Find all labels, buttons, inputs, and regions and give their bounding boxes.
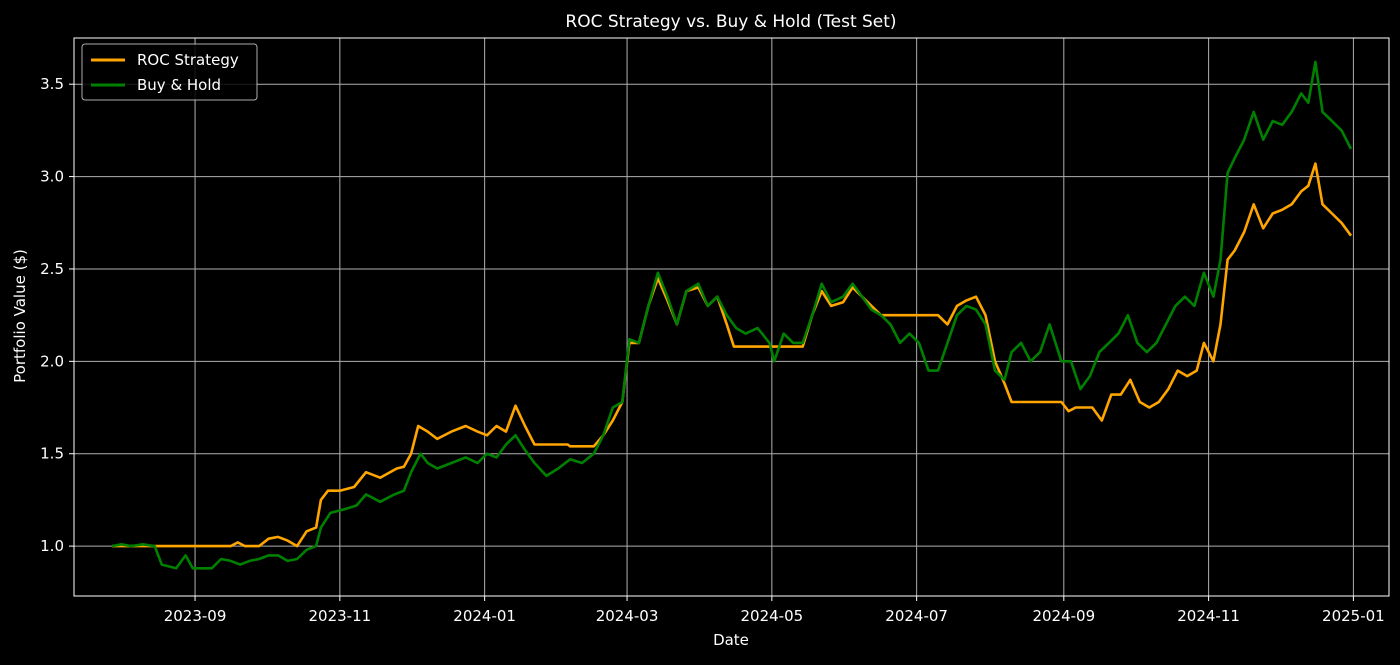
y-tick-label: 1.5	[40, 445, 64, 463]
grid-layer	[74, 38, 1389, 596]
x-tick-label: 2024-09	[1032, 607, 1095, 625]
x-tick-label: 2023-09	[164, 607, 227, 625]
ticks-layer: 2023-09 2023-11 2024-01 2024-03 2024-05 2024-…	[40, 75, 1385, 625]
x-tick-label: 2025-01	[1322, 607, 1385, 625]
y-tick-label: 2.5	[40, 260, 64, 278]
series-layer	[111, 60, 1353, 570]
y-tick-label: 3.5	[40, 75, 64, 93]
legend-label-roc-strategy: ROC Strategy	[137, 51, 239, 69]
y-axis-label: Portfolio Value ($)	[11, 249, 29, 383]
series-line-buy-hold	[111, 60, 1353, 570]
x-tick-label: 2024-01	[453, 607, 516, 625]
y-tick-label: 1.0	[40, 537, 64, 555]
x-tick-label: 2024-03	[596, 607, 659, 625]
y-tick-label: 2.0	[40, 352, 64, 370]
plot-frame	[73, 37, 1390, 597]
legend-label-buy-and-hold: Buy & Hold	[137, 76, 221, 94]
x-tick-label: 2024-11	[1177, 607, 1240, 625]
x-tick-label: 2024-07	[885, 607, 948, 625]
legend-box	[81, 43, 258, 101]
y-tick-label: 3.0	[40, 168, 64, 186]
x-tick-label: 2024-05	[741, 607, 804, 625]
series-line-roc-strategy	[112, 162, 1353, 548]
legend: ROC Strategy Buy & Hold	[81, 43, 258, 101]
chart-title: ROC Strategy vs. Buy & Hold (Test Set)	[565, 12, 896, 32]
x-tick-label: 2023-11	[309, 607, 372, 625]
x-axis-label: Date	[713, 631, 749, 649]
